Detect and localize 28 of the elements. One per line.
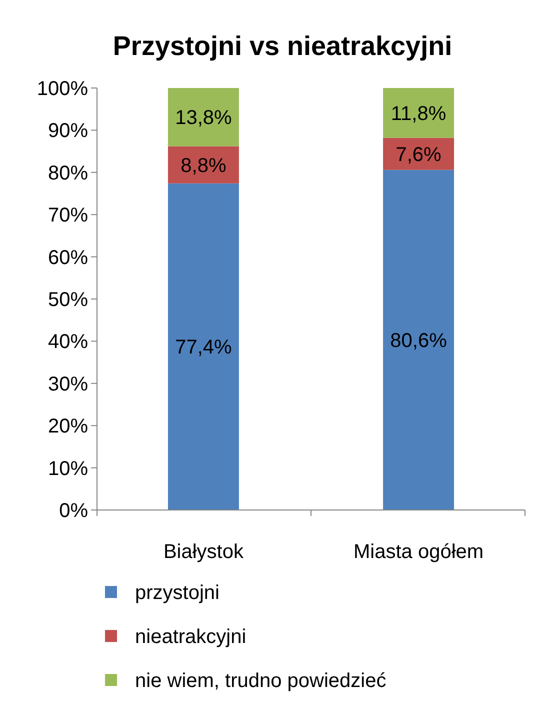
bar <box>168 146 239 184</box>
x-tick-label: Białystok <box>163 541 244 563</box>
x-tick-label: Miasta ogółem <box>354 541 484 563</box>
y-tick-label: 20% <box>48 416 88 438</box>
y-tick-label: 60% <box>48 246 88 269</box>
legend-label: nieatrakcyjni <box>135 626 246 648</box>
data-label: 80,6% <box>390 330 448 352</box>
y-tick-label: 40% <box>48 331 88 354</box>
legend-label: przystojni <box>135 582 220 604</box>
data-label: 8,8% <box>180 154 226 177</box>
bar <box>383 170 454 510</box>
y-tick-label: 10% <box>48 458 88 480</box>
data-label: 77,4% <box>175 336 232 359</box>
y-tick-label: 30% <box>48 373 88 396</box>
data-label: 13,8% <box>175 107 232 130</box>
y-tick-label: 50% <box>48 289 88 311</box>
y-tick-label: 0% <box>59 500 88 522</box>
chart-title: Przystojni vs nieatrakcyjni <box>112 31 452 61</box>
y-tick-label: 100% <box>36 78 88 100</box>
data-label: 11,8% <box>390 102 446 125</box>
data-label: 7,6% <box>396 144 442 166</box>
y-tick-label: 70% <box>48 204 88 227</box>
bar <box>168 183 239 510</box>
y-tick-label: 80% <box>48 162 88 184</box>
legend-label: nie wiem, trudno powiedzieć <box>135 670 386 692</box>
bar <box>383 88 454 138</box>
y-tick-label: 90% <box>48 120 88 142</box>
bar <box>168 88 239 146</box>
